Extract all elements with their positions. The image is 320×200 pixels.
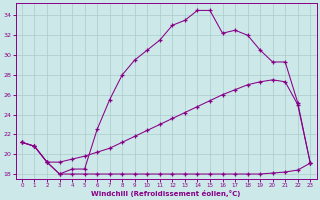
X-axis label: Windchill (Refroidissement éolien,°C): Windchill (Refroidissement éolien,°C) [92, 190, 241, 197]
